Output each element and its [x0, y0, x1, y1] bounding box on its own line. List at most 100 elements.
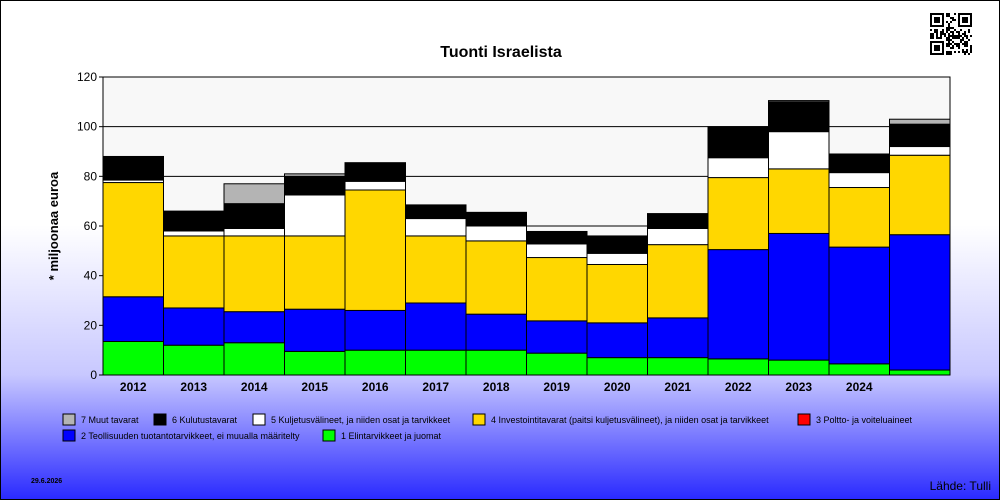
bar-segment — [768, 100, 830, 103]
x-tick-label: 2022 — [725, 380, 752, 394]
legend-label: 1 Elintarvikkeet ja juomat — [341, 431, 442, 441]
legend-swatch — [472, 413, 486, 426]
bar-segment — [526, 230, 588, 245]
legend-label: 3 Poltto- ja voiteluaineet — [816, 415, 913, 425]
y-tick-label: 20 — [84, 318, 98, 332]
bar-segment — [828, 363, 890, 376]
bar-segment — [405, 204, 467, 220]
bar-segment — [284, 194, 346, 237]
bar-segment — [707, 177, 769, 251]
bar-segment — [405, 302, 467, 351]
bar-segment — [526, 243, 588, 259]
legend-swatch — [322, 429, 336, 442]
bar-segment — [344, 162, 406, 182]
bar-segment — [707, 126, 769, 159]
bar-segment — [163, 210, 225, 232]
bar-segment — [344, 189, 406, 311]
y-tick-label: 60 — [84, 219, 98, 233]
bar-segment — [768, 131, 830, 170]
qr-code-icon — [928, 11, 974, 57]
bar-segment — [284, 308, 346, 352]
x-axis-ticks: 2012 2013 2014 2015 2016 2017 2018 2019 2020 2021… — [120, 380, 873, 394]
y-tick-label: 120 — [77, 70, 97, 84]
bar-segment — [163, 307, 225, 346]
bar-segment — [889, 146, 951, 156]
bar-segment — [284, 175, 346, 196]
bar-segment — [102, 155, 164, 181]
bar-segment — [223, 227, 285, 237]
x-tick-label: 2013 — [180, 380, 207, 394]
x-tick-label: 2018 — [483, 380, 510, 394]
legend: 7 Muut tavarat 6 Kulutustavarat 5 Kuljetus… — [62, 413, 913, 442]
bar-segment — [768, 168, 830, 234]
bar-segment — [405, 235, 467, 304]
bar-segment — [405, 218, 467, 237]
bar-segment — [768, 359, 830, 376]
bar-segment — [828, 246, 890, 365]
bar-segment — [102, 296, 164, 342]
legend-label: 6 Kulutustavarat — [172, 415, 238, 425]
bar-segment — [405, 349, 467, 376]
x-tick-label: 2017 — [422, 380, 449, 394]
source-label: Lähde: Tulli — [930, 479, 991, 493]
bar-segment — [586, 322, 648, 359]
bar-segment — [707, 157, 769, 179]
bar-segment — [526, 257, 588, 322]
bar-segment — [465, 225, 527, 242]
y-tick-label: 40 — [84, 269, 98, 283]
bar-segment — [586, 357, 648, 376]
x-tick-label: 2023 — [785, 380, 812, 394]
legend-label: 7 Muut tavarat — [81, 415, 139, 425]
bar-segment — [828, 172, 890, 189]
x-tick-label: 2021 — [664, 380, 691, 394]
legend-swatch — [62, 413, 76, 426]
bar-segment — [465, 240, 527, 315]
bars-layer — [102, 100, 951, 376]
bar-segment — [465, 313, 527, 351]
bar-segment — [344, 349, 406, 376]
x-tick-label: 2015 — [301, 380, 328, 394]
bar-segment — [586, 263, 648, 324]
bar-segment — [223, 203, 285, 229]
bar-segment — [465, 211, 527, 227]
bar-segment — [889, 118, 951, 125]
bar-segment — [223, 235, 285, 313]
legend-label: 4 Investointitavarat (paitsi kuljetusväl… — [491, 415, 769, 425]
bar-segment — [102, 340, 164, 376]
x-tick-label: 2019 — [543, 380, 570, 394]
x-tick-label: 2014 — [241, 380, 268, 394]
x-tick-label: 2020 — [604, 380, 631, 394]
bar-segment — [828, 153, 890, 174]
bar-segment — [586, 235, 648, 254]
bar-segment — [828, 187, 890, 248]
legend-label: 2 Teollisuuden tuotantotarvikkeet, ei mu… — [81, 431, 300, 441]
x-tick-label: 2016 — [362, 380, 389, 394]
y-tick-label: 0 — [90, 368, 97, 382]
bar-segment — [889, 154, 951, 236]
x-tick-label: 2012 — [120, 380, 147, 394]
bar-segment — [768, 232, 830, 361]
bar-segment — [768, 101, 830, 133]
chart-title: Tuonti Israelista — [440, 44, 562, 61]
bar-segment — [647, 357, 709, 376]
bar-segment — [586, 252, 648, 265]
bar-segment — [344, 180, 406, 191]
bar-segment — [284, 350, 346, 376]
bar-segment — [647, 213, 709, 229]
y-tick-label: 80 — [84, 169, 98, 183]
bar-segment — [223, 183, 285, 205]
y-tick-label: 100 — [77, 120, 97, 134]
bar-segment — [526, 320, 588, 354]
bar-segment — [889, 369, 951, 376]
legend-swatch — [797, 413, 811, 426]
x-tick-label: 2024 — [846, 380, 873, 394]
legend-label: 5 Kuljetusvälineet, ja niiden osat ja ta… — [271, 415, 451, 425]
bar-segment — [284, 235, 346, 310]
bar-segment — [647, 317, 709, 359]
legend-swatch — [153, 413, 167, 426]
bar-segment — [284, 173, 346, 177]
bar-segment — [526, 352, 588, 376]
bar-segment — [163, 235, 225, 309]
